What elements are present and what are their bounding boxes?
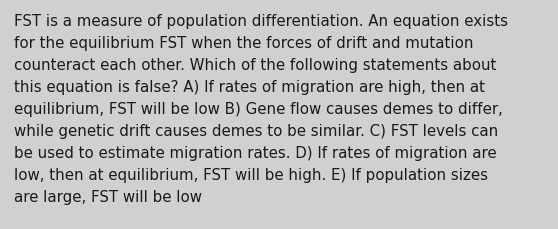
Text: equilibrium, FST will be low B) Gene flow causes demes to differ,: equilibrium, FST will be low B) Gene flo… bbox=[14, 101, 503, 117]
Text: be used to estimate migration rates. D) If rates of migration are: be used to estimate migration rates. D) … bbox=[14, 145, 497, 160]
Text: counteract each other. Which of the following statements about: counteract each other. Which of the foll… bbox=[14, 58, 497, 73]
Text: for the equilibrium FST when the forces of drift and mutation: for the equilibrium FST when the forces … bbox=[14, 36, 474, 51]
Text: FST is a measure of population differentiation. An equation exists: FST is a measure of population different… bbox=[14, 14, 508, 29]
Text: while genetic drift causes demes to be similar. C) FST levels can: while genetic drift causes demes to be s… bbox=[14, 123, 498, 138]
Text: low, then at equilibrium, FST will be high. E) If population sizes: low, then at equilibrium, FST will be hi… bbox=[14, 167, 488, 182]
Text: are large, FST will be low: are large, FST will be low bbox=[14, 189, 202, 204]
Text: this equation is false? A) If rates of migration are high, then at: this equation is false? A) If rates of m… bbox=[14, 80, 485, 95]
